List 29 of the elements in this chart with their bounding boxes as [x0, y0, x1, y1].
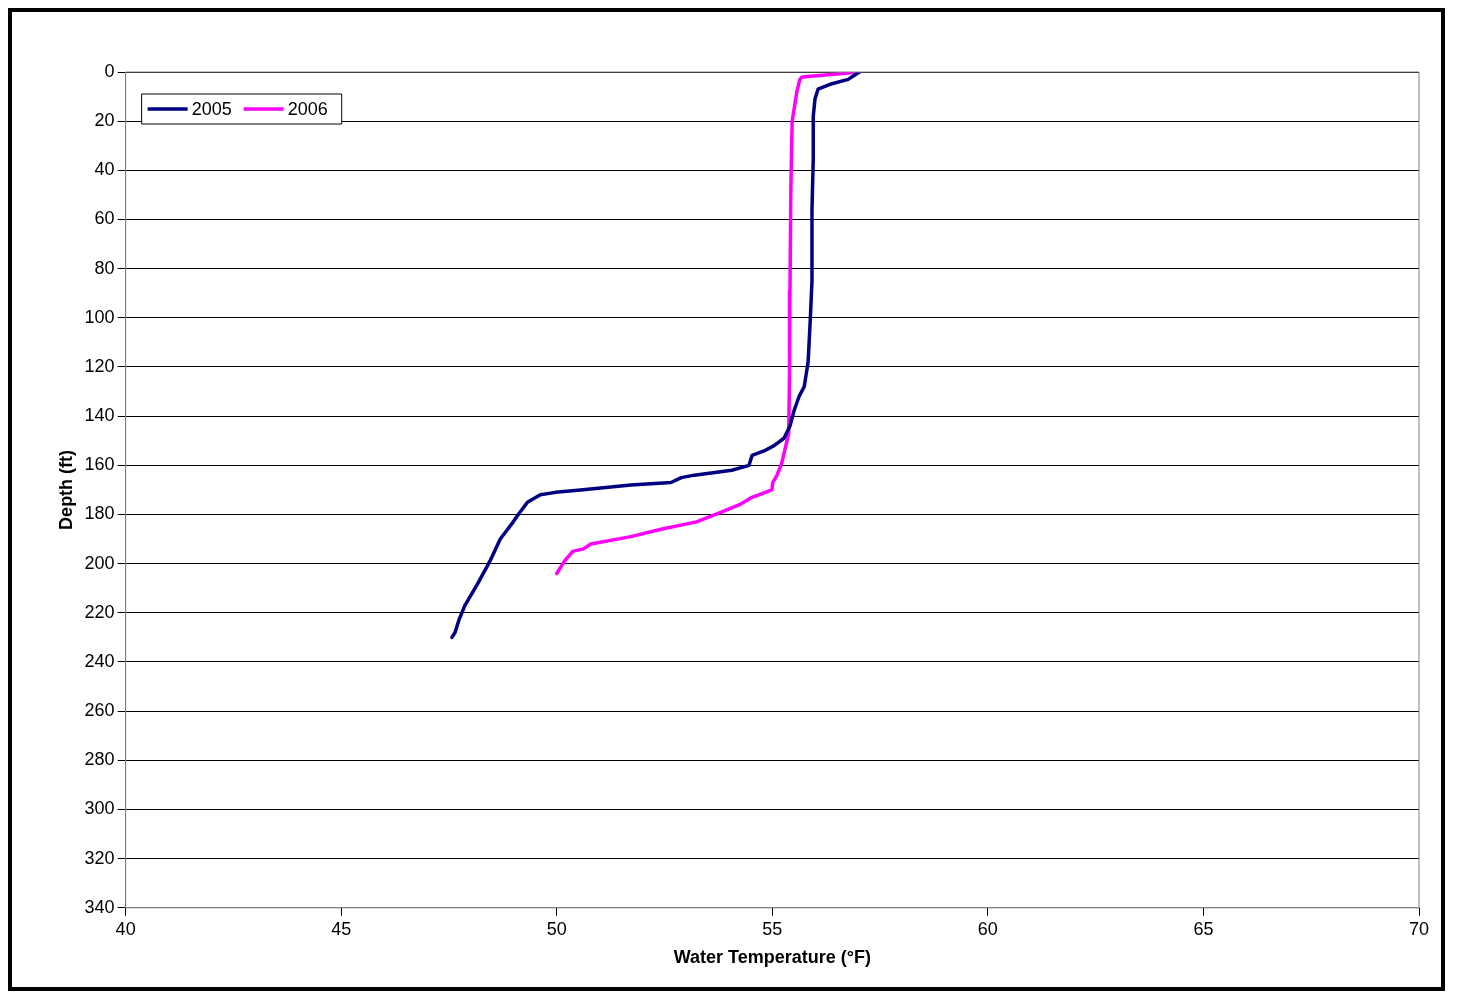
y-tick-label: 100 — [84, 306, 115, 327]
x-tick-label: 65 — [1193, 918, 1214, 939]
x-tick-label: 70 — [1408, 918, 1430, 939]
y-tick-label: 260 — [84, 700, 115, 721]
y-tick-label: 120 — [84, 355, 115, 376]
y-axis-title: Depth (ft) — [55, 449, 76, 530]
x-tick-label: 55 — [762, 918, 783, 939]
y-tick-label: 200 — [84, 552, 115, 573]
legend-label: 2006 — [287, 98, 328, 119]
y-tick-label: 60 — [94, 208, 115, 229]
x-tick-label: 50 — [546, 918, 567, 939]
y-tick-label: 0 — [104, 60, 115, 81]
x-axis-title: Water Temperature (°F) — [673, 947, 871, 968]
y-tick-label: 40 — [94, 159, 115, 180]
y-tick-label: 160 — [84, 454, 115, 475]
legend-label: 2005 — [191, 98, 232, 119]
y-tick-label: 320 — [84, 847, 115, 868]
y-tick-label: 240 — [84, 650, 115, 671]
y-tick-label: 280 — [84, 749, 115, 770]
y-tick-label: 20 — [94, 110, 115, 131]
y-tick-label: 80 — [94, 257, 115, 278]
x-tick-label: 45 — [331, 918, 352, 939]
x-tick-label: 60 — [977, 918, 998, 939]
y-tick-label: 140 — [84, 405, 115, 426]
y-tick-label: 300 — [84, 798, 115, 819]
y-tick-label: 220 — [84, 601, 115, 622]
x-tick-label: 40 — [115, 918, 136, 939]
y-tick-label: 340 — [84, 896, 115, 917]
y-tick-label: 180 — [84, 503, 115, 524]
